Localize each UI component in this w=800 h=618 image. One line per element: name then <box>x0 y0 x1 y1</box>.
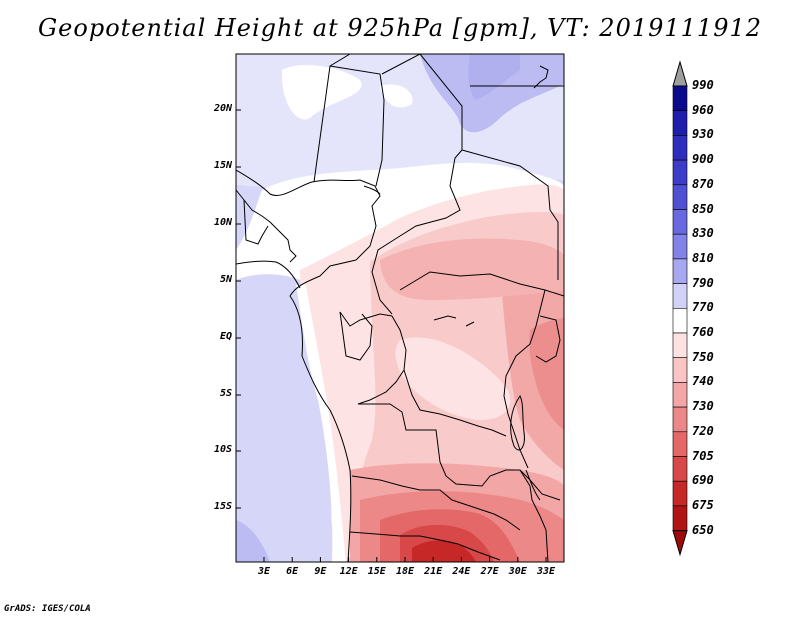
map-field <box>236 54 564 562</box>
colorbar-swatch <box>672 135 688 161</box>
credit-text: GrADS: IGES/COLA <box>4 604 91 614</box>
lon-label: 12E <box>339 566 358 577</box>
colorbar <box>672 60 688 557</box>
colorbar-level-label: 770 <box>692 300 714 315</box>
lon-label: 33E <box>536 566 556 577</box>
lon-label: 24E <box>452 566 471 577</box>
lat-label: 5N <box>219 274 232 285</box>
lat-label: 15N <box>213 160 232 171</box>
colorbar-swatch <box>672 456 688 482</box>
lon-label: 21E <box>424 566 443 577</box>
colorbar-swatch <box>672 85 688 112</box>
colorbar-swatch <box>672 110 688 136</box>
colorbar-level-label: 720 <box>692 423 714 438</box>
lon-label: 9E <box>314 566 327 577</box>
colorbar-swatch <box>672 480 688 507</box>
colorbar-swatch <box>672 258 688 284</box>
map-frame <box>235 53 565 563</box>
colorbar-swatch <box>672 307 688 334</box>
lon-label: 15E <box>367 566 386 577</box>
colorbar-swatch <box>672 159 688 186</box>
colorbar-level-label: 705 <box>692 448 714 463</box>
lat-label: EQ <box>219 331 232 342</box>
chart-title: Geopotential Height at 925hPa [gpm], VT:… <box>38 14 762 42</box>
colorbar-swatch <box>672 382 688 408</box>
lon-label: 18E <box>395 566 415 577</box>
colorbar-swatch <box>672 283 688 309</box>
colorbar-swatch <box>672 184 688 210</box>
colorbar-level-label: 960 <box>692 102 714 117</box>
colorbar-level-label: 810 <box>692 250 714 265</box>
colorbar-swatch <box>672 209 688 235</box>
lat-label: 10S <box>213 444 232 455</box>
colorbar-top-arrow <box>672 60 688 87</box>
colorbar-level-label: 760 <box>692 325 714 339</box>
lon-label: 6E <box>286 566 299 577</box>
lon-label: 27E <box>480 566 499 577</box>
colorbar-level-label: 675 <box>692 497 714 512</box>
colorbar-bottom-arrow <box>672 530 688 557</box>
lon-label: 30E <box>508 566 527 577</box>
colorbar-level-label: 870 <box>692 176 714 191</box>
colorbar-level-label: 690 <box>692 473 714 488</box>
colorbar-level-label: 790 <box>692 275 714 290</box>
colorbar-swatch <box>672 431 688 457</box>
colorbar-swatch <box>672 332 688 359</box>
colorbar-swatch <box>672 505 688 531</box>
lon-label: 3E <box>257 566 271 577</box>
colorbar-level-label: 930 <box>692 127 714 142</box>
colorbar-swatch <box>672 357 688 383</box>
lat-label: 5S <box>219 388 232 399</box>
colorbar-swatch <box>672 406 688 433</box>
lat-label: 20N <box>213 103 232 114</box>
colorbar-level-label: 730 <box>692 399 714 414</box>
colorbar-level-label: 750 <box>692 349 714 364</box>
colorbar-level-label: 830 <box>692 226 714 241</box>
lat-label: 10N <box>213 217 232 228</box>
colorbar-level-label: 740 <box>692 374 714 389</box>
lat-label: 15S <box>213 501 232 512</box>
colorbar-level-label: 990 <box>692 78 714 92</box>
colorbar-level-label: 850 <box>692 201 714 216</box>
colorbar-level-label: 900 <box>692 152 714 167</box>
colorbar-level-label: 650 <box>692 522 714 537</box>
colorbar-swatch <box>672 233 688 260</box>
